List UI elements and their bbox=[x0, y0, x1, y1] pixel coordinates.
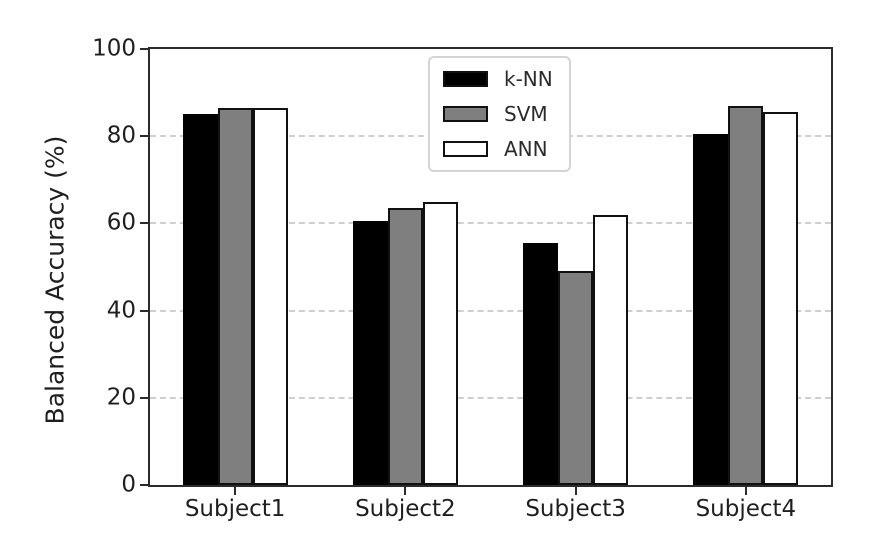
y-tick bbox=[140, 135, 148, 138]
y-tick-label: 100 bbox=[92, 35, 136, 62]
bar-k-nn-subject2 bbox=[352, 221, 388, 485]
legend-swatch-ann-icon bbox=[443, 141, 488, 157]
bar-k-nn-subject1 bbox=[182, 114, 218, 485]
gridline-20 bbox=[150, 396, 831, 399]
legend-entry: ANN bbox=[443, 139, 553, 159]
y-tick bbox=[140, 396, 148, 399]
x-tick bbox=[234, 487, 237, 495]
y-tick bbox=[140, 222, 148, 225]
x-tick-label: Subject1 bbox=[184, 496, 286, 522]
x-tick bbox=[574, 487, 577, 495]
y-tick-label: 20 bbox=[106, 384, 136, 411]
bar-svm-subject2 bbox=[387, 208, 423, 485]
y-tick-label: 0 bbox=[121, 471, 136, 498]
bar-ann-subject3 bbox=[593, 214, 629, 485]
bar-k-nn-subject4 bbox=[693, 134, 729, 485]
bar-ann-subject1 bbox=[252, 107, 288, 485]
bar-ann-subject4 bbox=[763, 112, 799, 485]
plot-area: k-NN SVM ANN bbox=[148, 47, 833, 487]
legend-entry: SVM bbox=[443, 104, 553, 124]
x-tick-label: Subject3 bbox=[525, 496, 626, 522]
y-tick-label: 40 bbox=[106, 297, 136, 324]
y-axis-label: Balanced Accuracy (%) bbox=[40, 135, 70, 425]
y-tick-label: 60 bbox=[106, 209, 136, 236]
gridline-40 bbox=[150, 309, 831, 312]
legend-label: k-NN bbox=[504, 67, 553, 91]
x-tick bbox=[744, 487, 747, 495]
bar-ann-subject2 bbox=[422, 201, 458, 485]
x-tick-label: Subject4 bbox=[695, 496, 797, 522]
y-tick bbox=[140, 484, 148, 486]
legend-swatch-svm-icon bbox=[443, 106, 488, 122]
legend-entry: k-NN bbox=[443, 69, 553, 89]
y-tick-label: 80 bbox=[106, 122, 136, 149]
y-tick bbox=[140, 48, 148, 50]
y-tick bbox=[140, 309, 148, 312]
bar-svm-subject4 bbox=[728, 105, 764, 485]
x-tick bbox=[404, 487, 407, 495]
legend-swatch-k-nn-icon bbox=[443, 71, 488, 87]
legend: k-NN SVM ANN bbox=[428, 56, 571, 172]
bar-svm-subject1 bbox=[217, 107, 253, 485]
legend-label: ANN bbox=[504, 137, 548, 161]
bar-k-nn-subject3 bbox=[523, 243, 559, 485]
gridline-60 bbox=[150, 222, 831, 225]
legend-label: SVM bbox=[504, 102, 548, 126]
x-tick-label: Subject2 bbox=[355, 496, 456, 522]
bar-svm-subject3 bbox=[558, 271, 594, 485]
